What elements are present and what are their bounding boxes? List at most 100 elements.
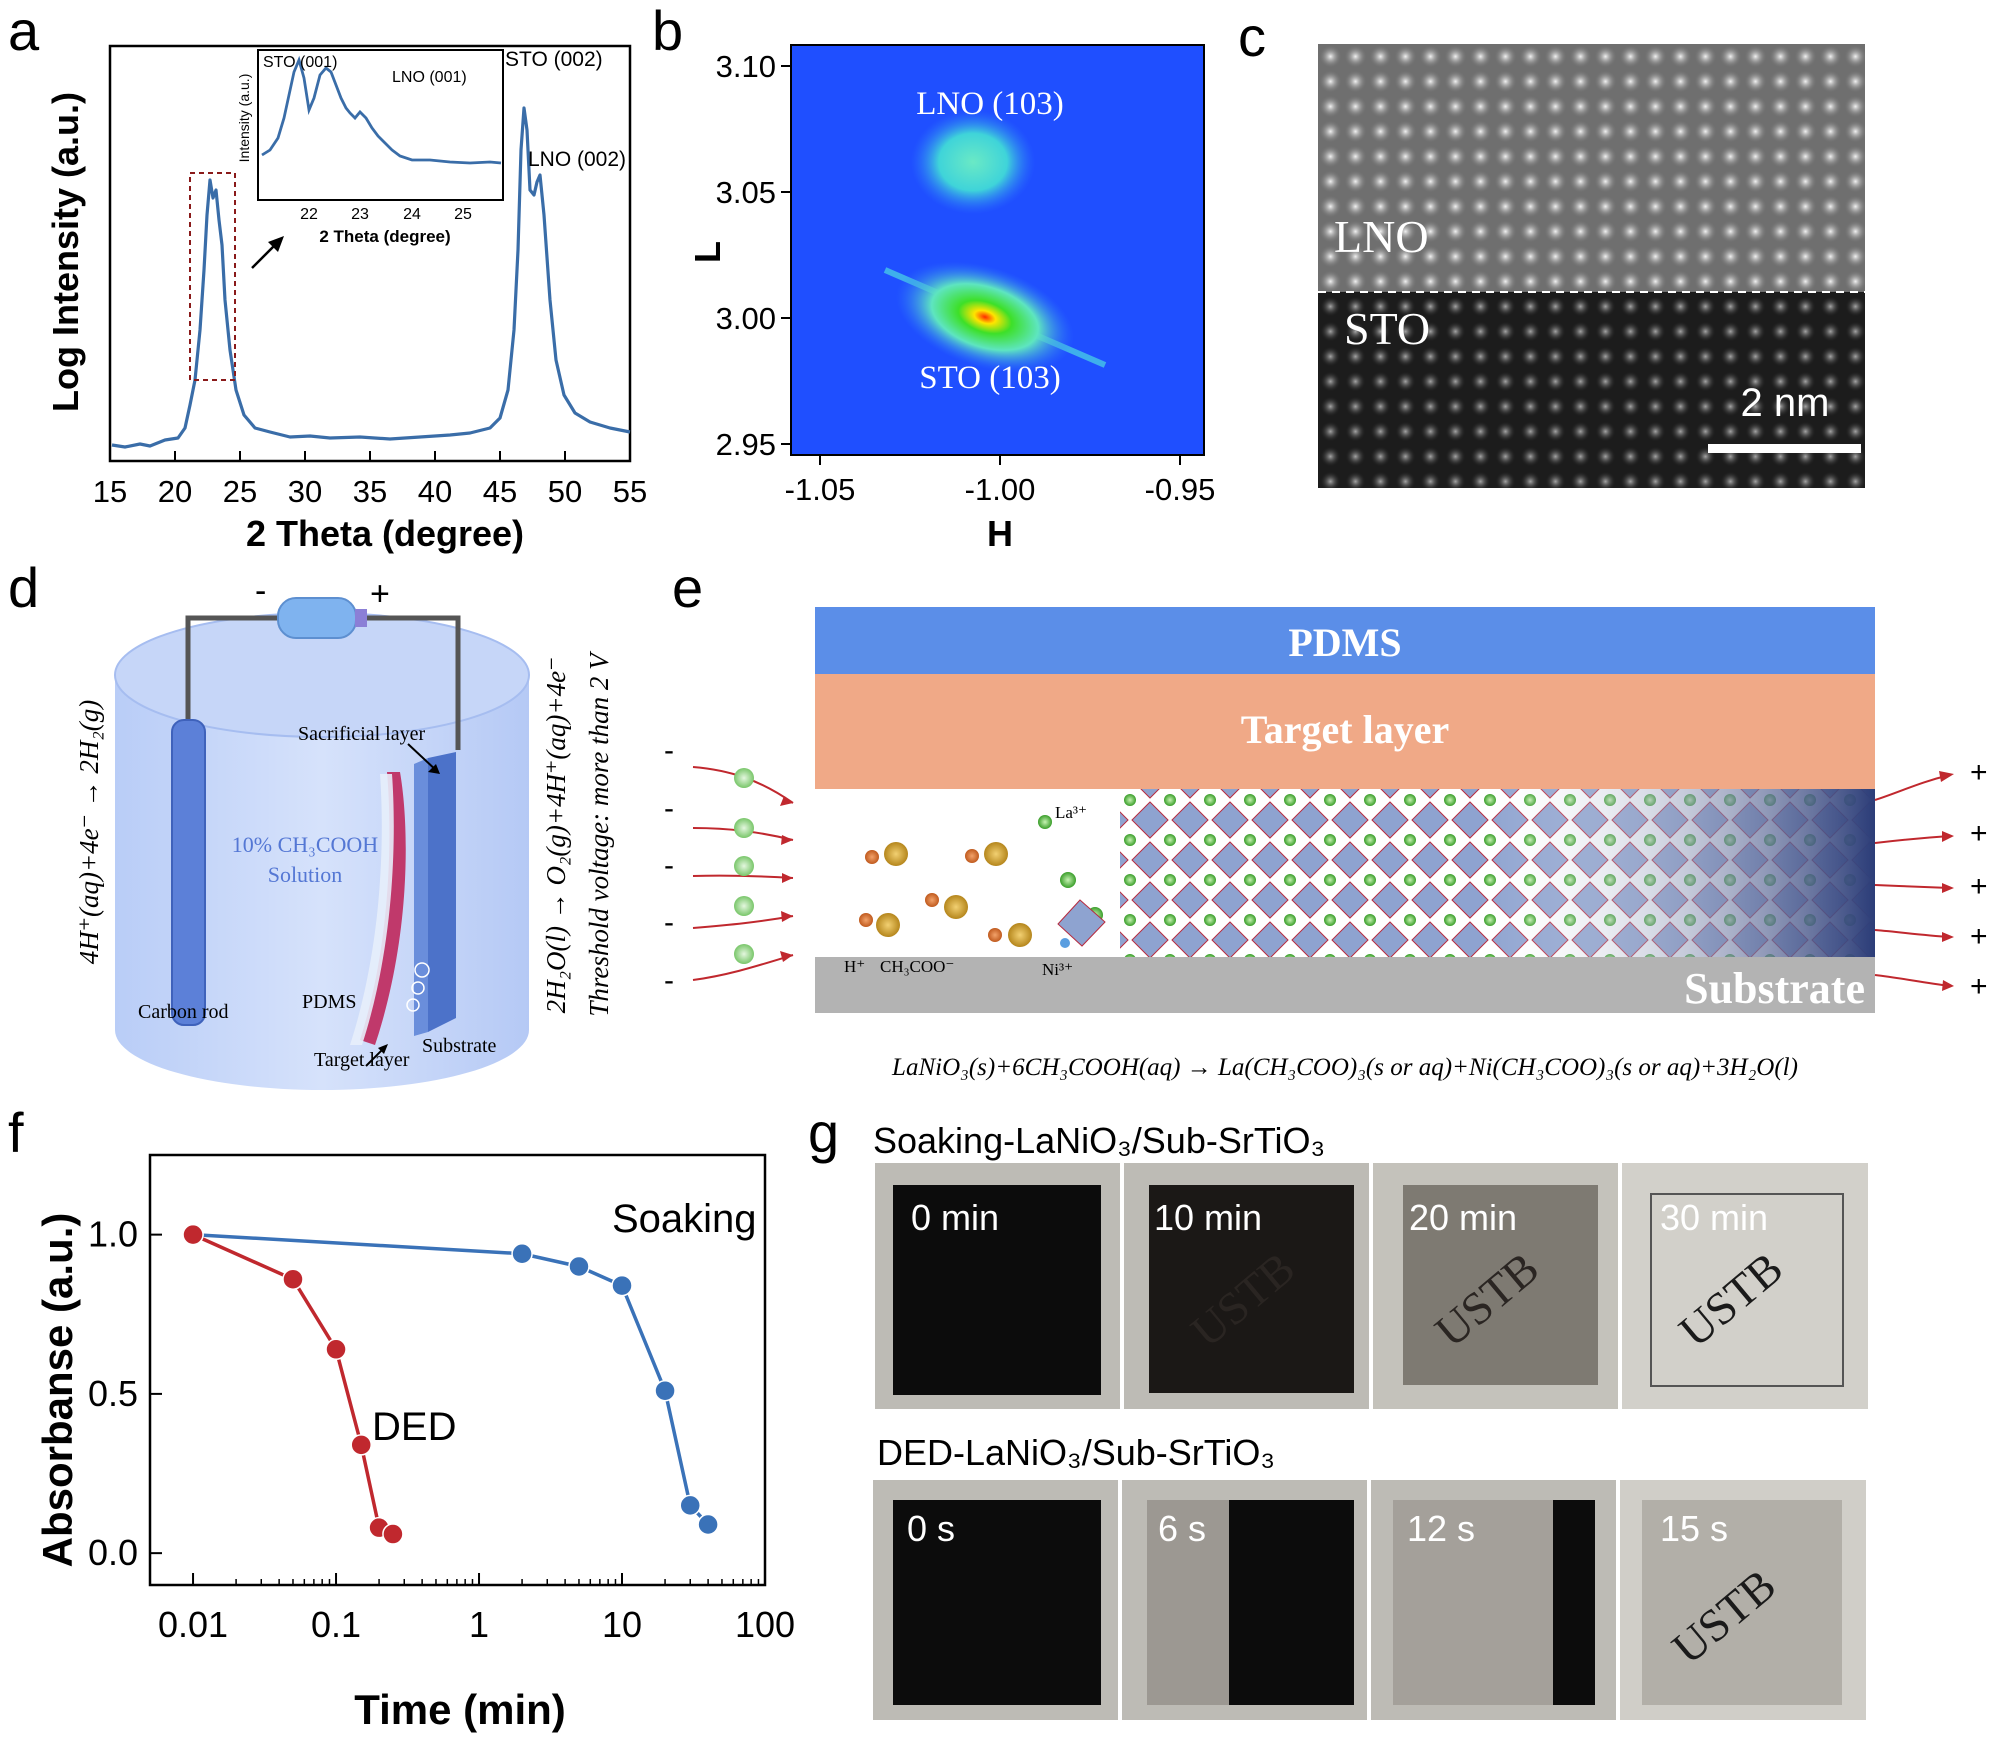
g-ded-photo: 0 s [873, 1480, 1118, 1720]
c-lno-lattice [1318, 44, 1865, 292]
f-series-line-soaking [192, 1232, 710, 1526]
b-ylabel: L [687, 241, 728, 263]
f-data-point-soaking [697, 1513, 719, 1536]
g-ded-photo: 12 s [1371, 1480, 1616, 1720]
e-plus: + [1970, 870, 1988, 903]
d-threshold-text: Threshold voltage: more than 2 V [584, 650, 614, 1017]
d-wire-left [185, 615, 278, 722]
b-xtick: -1.00 [965, 472, 1036, 507]
f-xtick-label: 0.01 [158, 1604, 228, 1645]
d-sacrificial-layer [360, 772, 406, 1045]
e-electron [734, 818, 754, 838]
e-la-ion [1060, 872, 1076, 888]
d-carbon-rod [171, 719, 206, 1026]
b-ytick: 3.10 [716, 49, 776, 84]
e-h-ion [865, 850, 879, 864]
c-scale-bar [1708, 444, 1861, 453]
a-xlabel: 2 Theta (degree) [246, 513, 524, 554]
a-xtick: 15 [93, 474, 127, 509]
e-reaction-equation: LaNiO₃(s)+6CH₃COOH(aq) → La(CH₃COO)₃(s o… [891, 1054, 1798, 1081]
e-pdms-layer [815, 607, 1875, 674]
a-inset-xtick: 25 [454, 206, 472, 223]
e-acetate-ion [884, 842, 908, 866]
g-soak-photo: USTB 10 min [1124, 1163, 1369, 1409]
panel-label-f: f [8, 1101, 24, 1164]
e-minus: - [664, 734, 674, 767]
g-time-label: 0 min [911, 1197, 1000, 1238]
g-sample [1403, 1185, 1598, 1385]
e-sto-region [1480, 789, 1875, 957]
panel-a-xrd-plot: 15 20 25 30 35 40 45 50 55 2 Theta (degr… [45, 44, 647, 554]
g-sample [1650, 1193, 1844, 1387]
g-sample [893, 1500, 1101, 1705]
a-xrd-curve [111, 106, 631, 449]
e-minus: - [664, 964, 674, 997]
g-ded-title: DED-LaNiO₃/Sub-SrTiO₃ [877, 1432, 1276, 1473]
e-acetate-ion [944, 895, 968, 919]
d-cathode-equation: 4H⁺(aq)+4e⁻ → 2H₂(g) [74, 700, 104, 965]
g-ded-photo: USTB 15 s [1620, 1480, 1866, 1720]
d-label-target: Target layer [314, 1049, 410, 1071]
f-data-point-ded [325, 1338, 347, 1361]
f-data-point-ded [282, 1268, 304, 1290]
f-data-point-soaking [654, 1379, 676, 1402]
a-inset-peak-lno001: LNO (001) [392, 69, 467, 86]
e-h-ion [965, 849, 979, 863]
f-data-point-ded [350, 1434, 372, 1456]
e-minus: - [664, 849, 674, 882]
a-xtick: 35 [353, 474, 387, 509]
g-soak-photo: USTB 30 min [1622, 1163, 1868, 1409]
e-label-h: H⁺ [844, 957, 865, 976]
g-sample [1149, 1185, 1354, 1393]
d-bubble [406, 998, 420, 1012]
f-data-point-soaking [611, 1274, 633, 1297]
a-xtick: 50 [548, 474, 582, 509]
g-sample [1229, 1500, 1354, 1705]
f-xtick-label: 100 [735, 1604, 795, 1645]
b-label-lno: LNO (103) [916, 86, 1064, 122]
panel-c-stem-image: LNO STO 2 nm [1318, 44, 1865, 488]
a-zoom-box [189, 172, 236, 381]
f-ytick-label: 1.0 [88, 1214, 138, 1255]
e-electron [734, 856, 754, 876]
e-label-la: La³⁺ [1055, 803, 1087, 822]
e-label-substrate: Substrate [1684, 964, 1865, 1013]
b-map-frame [790, 44, 1205, 456]
g-sample [1553, 1500, 1595, 1705]
a-xtick: 30 [288, 474, 322, 509]
b-xtick: -1.05 [785, 472, 856, 507]
a-peak-lno002: LNO (002) [528, 148, 626, 171]
d-label-substrate: Substrate [422, 1035, 497, 1057]
g-sample-cleared [1393, 1500, 1553, 1705]
f-data-point-soaking [679, 1494, 701, 1517]
g-sample-cleared [1642, 1500, 1842, 1705]
a-inset-xtick: 22 [300, 206, 318, 223]
f-series-label-soaking: Soaking [612, 1197, 757, 1241]
panel-d-cell-schematic: - + Sacrificial layer 10% CH₃COOH Soluti… [74, 572, 614, 1090]
a-xtick: 55 [613, 474, 647, 509]
a-ylabel: Log Intensity (a.u.) [45, 92, 86, 412]
d-pointer-head [428, 764, 440, 774]
e-plus: + [1970, 817, 1988, 850]
e-minus: - [664, 792, 674, 825]
panel-f-absorbance-chart: 0.01 0.1 1 10 100 0.0 0.5 1.0 Soaking DED Time … [34, 1153, 795, 1733]
d-label-pdms: PDMS [302, 991, 356, 1013]
a-inset-xtick: 24 [403, 206, 421, 223]
f-ytick-label: 0.0 [88, 1532, 138, 1573]
panel-label-g: g [808, 1101, 840, 1164]
e-electron [734, 768, 754, 788]
e-h-ion [925, 893, 939, 907]
e-label-acetate: CH₃COO⁻ [880, 957, 954, 976]
g-ded-photo: 6 s [1122, 1480, 1367, 1720]
panel-label-e: e [672, 556, 704, 619]
g-time-label: 30 min [1660, 1197, 1769, 1238]
f-data-point-ded [382, 1523, 404, 1545]
e-minus: - [664, 906, 674, 939]
f-xtick-label: 1 [469, 1604, 489, 1645]
e-ni-ion [1060, 938, 1070, 948]
a-xtick: 20 [158, 474, 192, 509]
c-sto-lattice [1318, 292, 1865, 488]
a-xtick: 25 [223, 474, 257, 509]
a-arrowhead [268, 236, 284, 252]
f-series-label-ded: DED [372, 1405, 456, 1449]
